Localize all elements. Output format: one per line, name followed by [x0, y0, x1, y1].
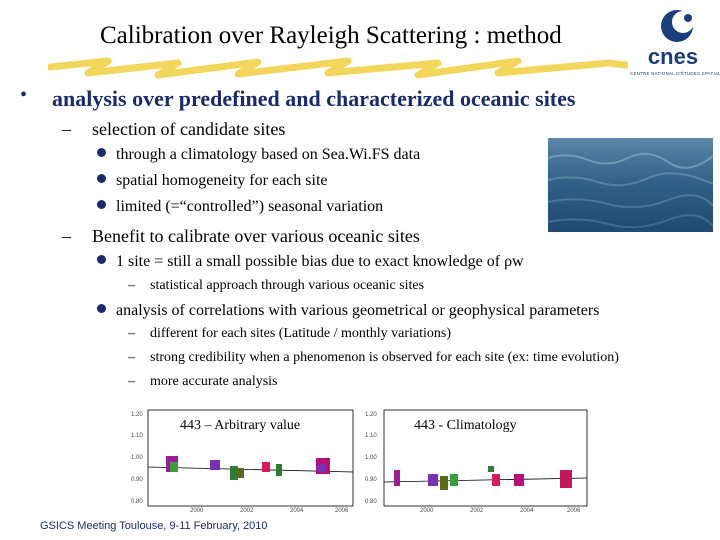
slide-title: Calibration over Rayleigh Scattering : m… [100, 22, 562, 49]
section1-heading: – selection of candidate sites [62, 119, 286, 139]
section2-bullet: 1 site = still a small possible bias due… [97, 253, 524, 271]
section1-bullet: through a climatology based on Sea.Wi.FS… [97, 146, 420, 164]
section2-sub-item: – statistical approach through various oc… [128, 278, 425, 293]
y-tick-label: 1.00 [131, 455, 143, 461]
chart-arbitrary-plot: 1.20 1.10 1.00 0.90 0.80 2000 2002 2004 … [131, 409, 354, 514]
x-tick-label: 2004 [520, 508, 534, 514]
title-highlight-stroke [48, 57, 628, 79]
data-clusters [166, 456, 330, 480]
x-tick-label: 2002 [470, 508, 484, 514]
y-tick-label: 1.20 [131, 412, 143, 418]
y-tick-label: 1.00 [365, 455, 377, 461]
y-tick-label: 1.10 [131, 433, 143, 439]
section2-heading: – Benefit to calibrate over various ocean… [62, 226, 420, 246]
chart-arbitrary: 1.20 1.10 1.00 0.90 0.80 2000 2002 2004 … [130, 404, 355, 514]
cnes-logo: cnes [648, 10, 698, 69]
section2-sub-item: – different for each sites (Latitude / mo… [128, 326, 452, 341]
chart-label: 443 - Climatology [412, 418, 519, 434]
y-tick-label: 0.90 [131, 477, 143, 483]
y-tick-label: 1.20 [365, 412, 377, 418]
x-tick-label: 2004 [290, 508, 304, 514]
footer: GSICS Meeting Toulouse, 9-11 February, 2… [40, 520, 268, 532]
chart-label: 443 – Arbitrary value [178, 418, 303, 434]
x-tick-label: 2000 [420, 508, 434, 514]
section1-bullet: spatial homogeneity for each site [97, 172, 327, 190]
main-point: analysis over predefined and characteriz… [52, 86, 576, 111]
ocean-photo [548, 138, 713, 232]
section2-bullet: analysis of correlations with various ge… [97, 302, 599, 320]
y-tick-label: 0.80 [131, 499, 143, 505]
x-tick-label: 2000 [190, 508, 204, 514]
y-tick-label: 0.90 [365, 477, 377, 483]
y-tick-label: 0.80 [365, 499, 377, 505]
logo-subtext: CENTRE NATIONAL D'ÉTUDES SPATIALES [630, 71, 720, 76]
data-clusters [394, 466, 572, 490]
main-bullet-icon: • [20, 84, 28, 106]
y-tick-label: 1.10 [365, 433, 377, 439]
chart-climatology: 1.20 1.10 1.00 0.90 0.80 2000 2002 2004 … [364, 404, 589, 514]
x-tick-label: 2006 [335, 508, 349, 514]
section2-sub-item: – strong credibility when a phenomenon is… [128, 350, 619, 365]
chart-climatology-plot: 1.20 1.10 1.00 0.90 0.80 2000 2002 2004 … [365, 409, 588, 514]
section1-bullet: limited (=“controlled”) seasonal variati… [97, 198, 383, 216]
x-tick-label: 2002 [240, 508, 254, 514]
section2-sub-item: – more accurate analysis [128, 374, 278, 389]
x-tick-label: 2006 [567, 508, 581, 514]
logo-text: cnes [648, 44, 698, 69]
